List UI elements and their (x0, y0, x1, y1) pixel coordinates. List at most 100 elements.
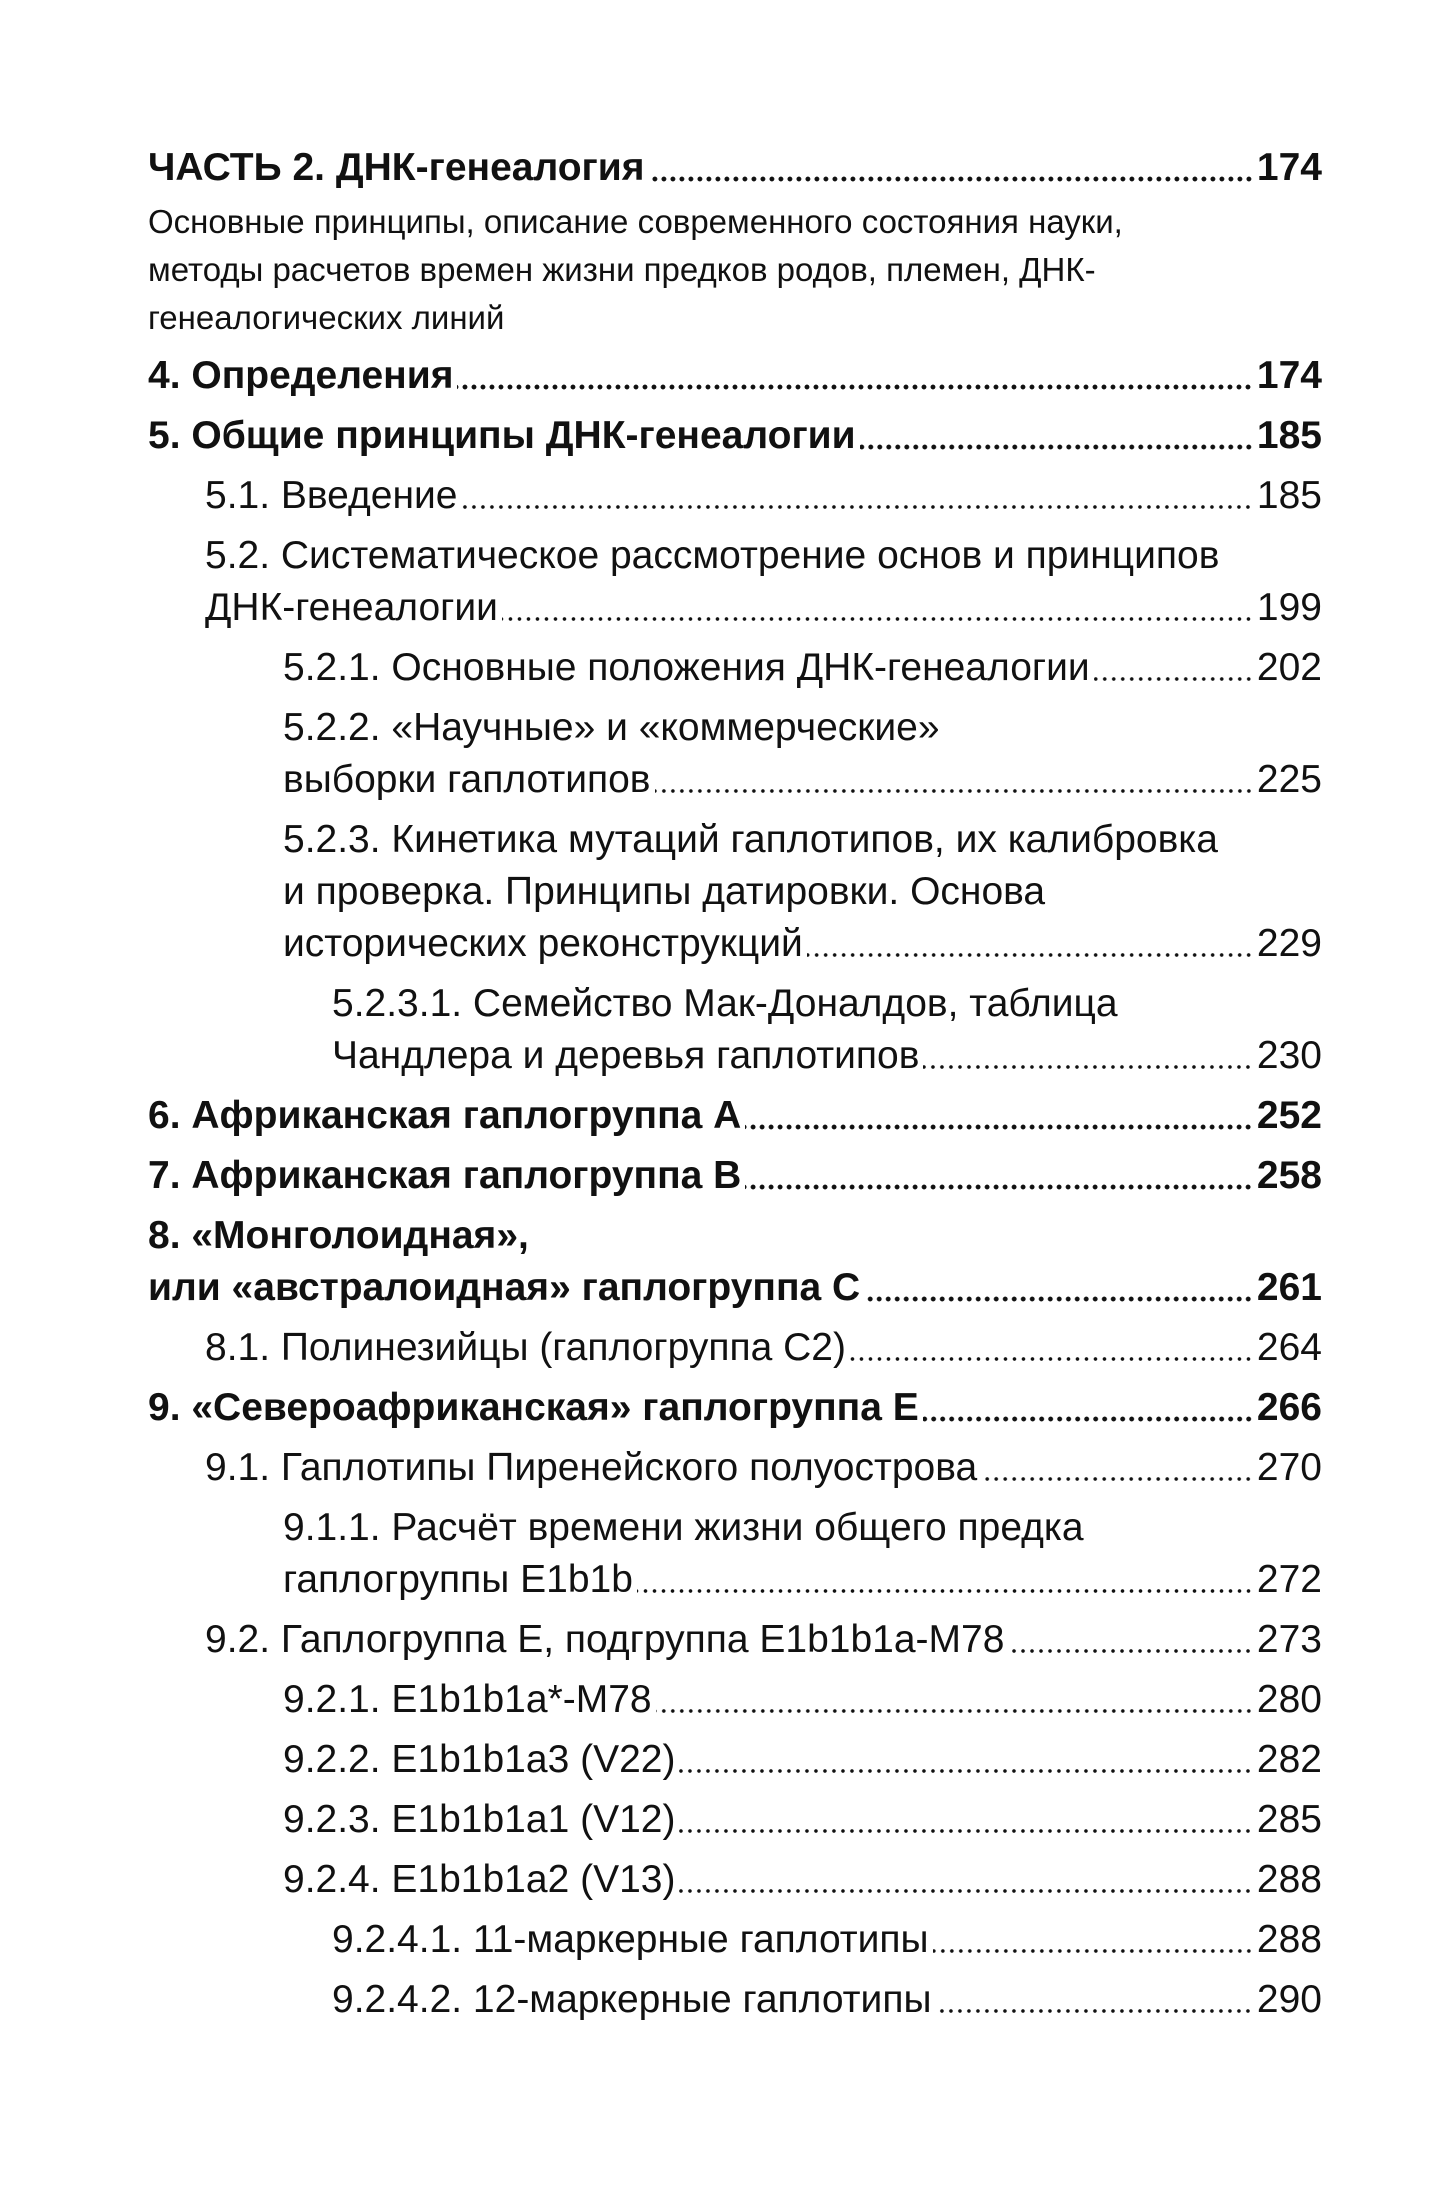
entry-title: 6. Африканская гаплогруппа А (148, 1094, 742, 1137)
toc-entry[interactable]: 7. Африканская гаплогруппа В 258 (148, 1150, 1322, 1202)
page-number: 174 (1256, 146, 1322, 189)
toc-entry[interactable]: 8.1. Полинезийцы (гаплогруппа С2) 264 (148, 1322, 1322, 1374)
entry-title: 9.2.1. E1b1b1a*-M78 (283, 1678, 652, 1721)
page-number: 261 (1256, 1266, 1322, 1309)
toc-entry[interactable]: 9.2.1. E1b1b1a*-M78 280 (148, 1674, 1322, 1726)
dot-leader (461, 504, 1253, 510)
entry-title: 5.1. Введение (205, 474, 458, 517)
page-number: 264 (1256, 1326, 1322, 1369)
page-number: 290 (1256, 1978, 1322, 2021)
toc-entry[interactable]: 5.2.3. Кинетика мутаций гаплотипов, их к… (148, 814, 1322, 970)
part-title: ЧАСТЬ 2. ДНК-генеалогия (148, 146, 645, 189)
entry-title: гаплогруппы E1b1b (283, 1558, 633, 1601)
toc-entry[interactable]: 9.2.2. E1b1b1a3 (V22) 282 (148, 1734, 1322, 1786)
page-number: 280 (1256, 1678, 1322, 1721)
page-number: 273 (1256, 1618, 1322, 1661)
toc-entry[interactable]: 5.2. Систематическое рассмотрение основ … (148, 530, 1322, 634)
dot-leader (1093, 676, 1253, 682)
page-number: 272 (1256, 1558, 1322, 1601)
dot-leader (859, 444, 1253, 450)
entry-title: 9.2.2. E1b1b1a3 (V22) (283, 1738, 676, 1781)
toc-part-heading: ЧАСТЬ 2. ДНК-генеалогия 174 (148, 142, 1322, 194)
entry-title: 9.2. Гаплогруппа Е, подгруппа E1b1b1a-M7… (205, 1618, 1005, 1661)
page-number: 282 (1256, 1738, 1322, 1781)
dot-leader (745, 1184, 1253, 1190)
dot-leader (981, 1476, 1253, 1482)
dot-leader (501, 616, 1253, 622)
page-number: 229 (1256, 922, 1322, 965)
dot-leader (864, 1296, 1253, 1302)
toc-entry[interactable]: 8. «Монголоидная», или «австралоидная» га… (148, 1210, 1322, 1314)
toc-entry[interactable]: 9.2.3. E1b1b1a1 (V12) 285 (148, 1794, 1322, 1846)
page-number: 258 (1256, 1154, 1322, 1197)
toc-entry[interactable]: 9.2.4.1. 11-маркерные гаплотипы 288 (148, 1914, 1322, 1966)
toc-entry[interactable]: 5.2.3.1. Семейство Мак-Доналдов, таблица… (148, 978, 1322, 1082)
page-number: 225 (1256, 758, 1322, 801)
entry-title: Чандлера и деревья гаплотипов (332, 1034, 920, 1077)
entry-title: 9.2.4. E1b1b1a2 (V13) (283, 1858, 676, 1901)
page-number: 230 (1256, 1034, 1322, 1077)
toc-entry[interactable]: 5.1. Введение 185 (148, 470, 1322, 522)
toc-entry[interactable]: 9.1. Гаплотипы Пиренейского полуострова 2… (148, 1442, 1322, 1494)
dot-leader (655, 1708, 1253, 1714)
entry-title: 9.2.4.1. 11-маркерные гаплотипы (332, 1918, 929, 1961)
description-line: Основные принципы, описание современного… (148, 203, 1123, 240)
entry-title: 8.1. Полинезийцы (гаплогруппа С2) (205, 1326, 846, 1369)
entry-title: 8. «Монголоидная», (148, 1214, 529, 1257)
page-number: 202 (1256, 646, 1322, 689)
entry-title: 5.2.3. Кинетика мутаций гаплотипов, их к… (283, 818, 1218, 861)
toc-entry[interactable]: 9.1.1. Расчёт времени жизни общего предк… (148, 1502, 1322, 1606)
toc-entry[interactable]: 6. Африканская гаплогруппа А 252 (148, 1090, 1322, 1142)
page-number: 252 (1256, 1094, 1322, 1137)
page-number: 288 (1256, 1858, 1322, 1901)
toc-entry[interactable]: 5.2.2. «Научные» и «коммерческие» выборки… (148, 702, 1322, 806)
entry-title: 5. Общие принципы ДНК-генеалогии (148, 414, 856, 457)
toc-entries: 4. Определения 174 5. Общие принципы ДНК-г… (148, 350, 1322, 2026)
dot-leader (654, 788, 1253, 794)
toc-entry[interactable]: 4. Определения 174 (148, 350, 1322, 402)
description-line: генеалогических линий (148, 299, 505, 336)
entry-title: выборки гаплотипов (283, 758, 651, 801)
dot-leader (1008, 1648, 1253, 1654)
dot-leader (935, 2008, 1253, 2014)
dot-leader (679, 1888, 1253, 1894)
dot-leader (849, 1356, 1253, 1362)
dot-leader (806, 952, 1253, 958)
part-description: Основные принципы, описание современного… (148, 198, 1322, 342)
entry-title: ДНК-генеалогии (205, 586, 498, 629)
entry-title: 9. «Североафриканская» гаплогруппа Е (148, 1386, 919, 1429)
dot-leader (932, 1948, 1253, 1954)
entry-title: 9.2.3. E1b1b1a1 (V12) (283, 1798, 676, 1841)
entry-title: или «австралоидная» гаплогруппа С (148, 1266, 861, 1309)
entry-title: 9.2.4.2. 12-маркерные гаплотипы (332, 1978, 932, 2021)
dot-leader (745, 1124, 1253, 1130)
entry-title: и проверка. Принципы датировки. Основа (283, 870, 1046, 913)
entry-title: 9.1. Гаплотипы Пиренейского полуострова (205, 1446, 978, 1489)
dot-leader (648, 176, 1253, 182)
dot-leader (679, 1768, 1253, 1774)
dot-leader (679, 1828, 1253, 1834)
dot-leader (923, 1064, 1253, 1070)
toc-entry[interactable]: 5.2.1. Основные положения ДНК-генеалогии… (148, 642, 1322, 694)
toc-entry[interactable]: 9.2. Гаплогруппа Е, подгруппа E1b1b1a-M7… (148, 1614, 1322, 1666)
page-number: 185 (1256, 414, 1322, 457)
dot-leader (922, 1416, 1253, 1422)
entry-title: 5.2.1. Основные положения ДНК-генеалогии (283, 646, 1090, 689)
dot-leader (457, 384, 1253, 390)
page-number: 199 (1256, 586, 1322, 629)
description-line: методы расчетов времен жизни предков род… (148, 251, 1096, 288)
entry-title: 7. Африканская гаплогруппа В (148, 1154, 742, 1197)
page-number: 288 (1256, 1918, 1322, 1961)
page-number: 266 (1256, 1386, 1322, 1429)
page-number: 185 (1256, 474, 1322, 517)
entry-title: 4. Определения (148, 354, 454, 397)
toc-entry[interactable]: 5. Общие принципы ДНК-генеалогии 185 (148, 410, 1322, 462)
page-number: 174 (1256, 354, 1322, 397)
toc-entry[interactable]: 9.2.4. E1b1b1a2 (V13) 288 (148, 1854, 1322, 1906)
entry-title: 9.1.1. Расчёт времени жизни общего предк… (283, 1506, 1084, 1549)
table-of-contents: ЧАСТЬ 2. ДНК-генеалогия 174 Основные при… (148, 134, 1322, 2026)
toc-entry[interactable]: 9. «Североафриканская» гаплогруппа Е 266 (148, 1382, 1322, 1434)
dot-leader (636, 1588, 1253, 1594)
entry-title: исторических реконструкций (283, 922, 803, 965)
toc-entry[interactable]: 9.2.4.2. 12-маркерные гаплотипы 290 (148, 1974, 1322, 2026)
